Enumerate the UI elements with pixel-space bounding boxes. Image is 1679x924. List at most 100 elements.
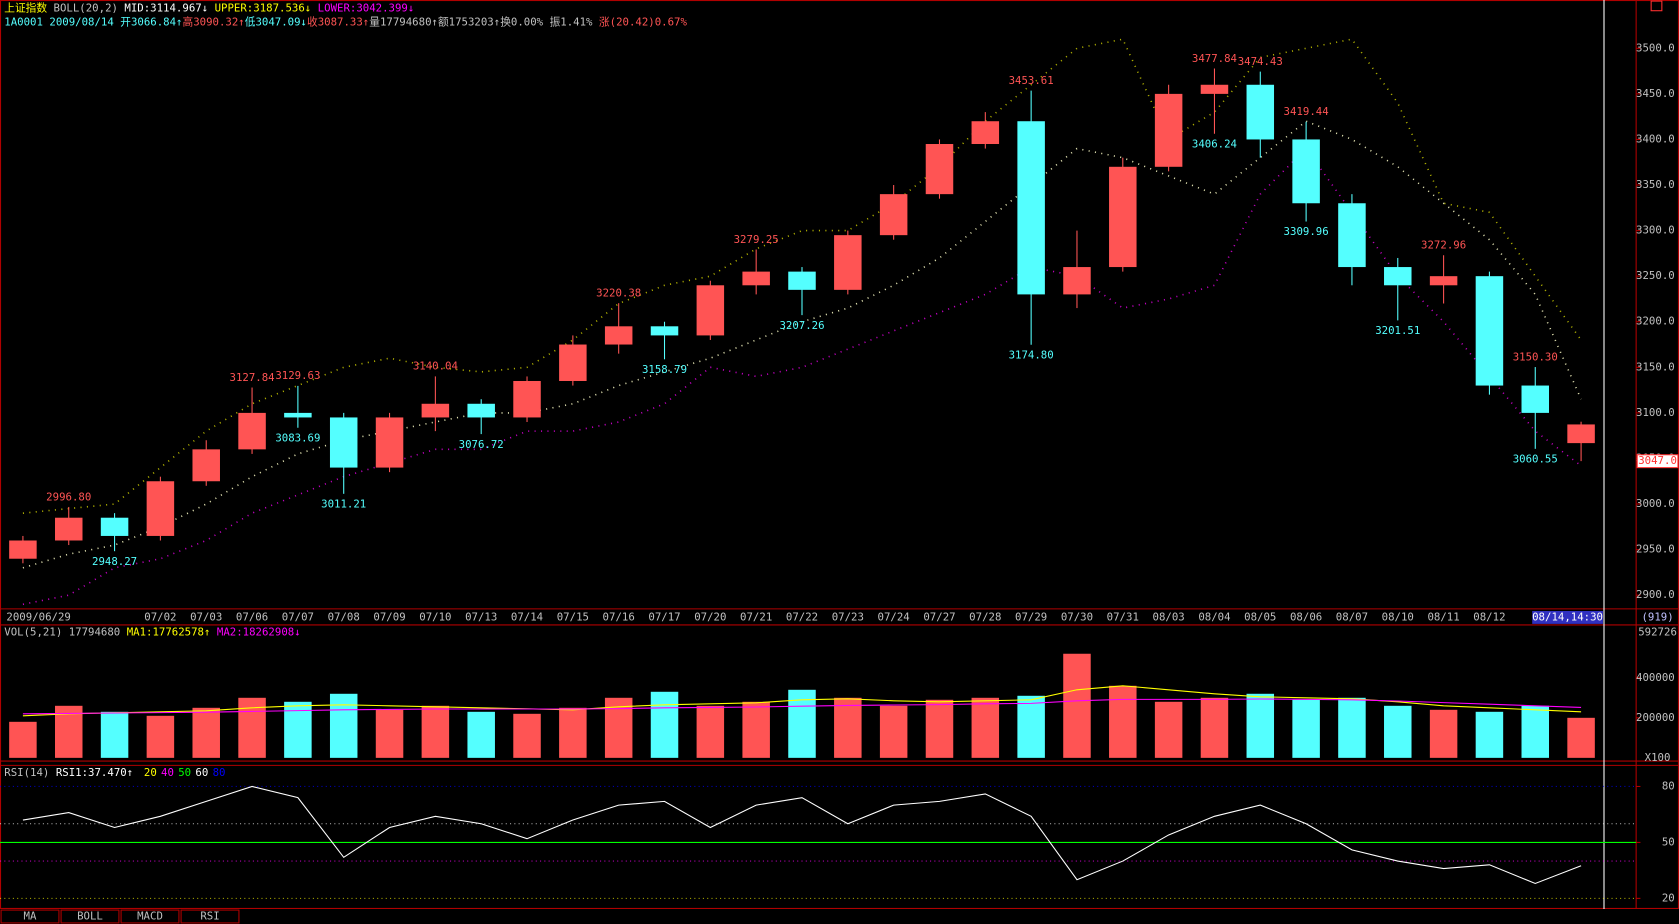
cursor-label: 08/14,14:30 <box>1532 610 1603 623</box>
candle-body <box>100 517 129 536</box>
volume-bar <box>834 697 862 758</box>
volume-bar <box>146 715 175 758</box>
x-tick-label: 07/09 <box>373 610 405 623</box>
x-tick-label: 07/03 <box>190 610 222 623</box>
volume-bar <box>1338 697 1366 758</box>
volume-bar <box>1292 699 1320 758</box>
x-tick-label: 07/07 <box>282 610 314 623</box>
volume-bar <box>1200 697 1229 758</box>
header-row: 上证指数 BOLL(20,2) MID:3114.967↓ UPPER:3187… <box>4 2 414 15</box>
candle-body <box>329 417 358 468</box>
candle-body <box>1246 84 1275 140</box>
volume-bar <box>788 689 816 758</box>
x-tick-label: 07/02 <box>144 610 176 623</box>
x-tick-label: 08/07 <box>1336 610 1368 623</box>
candle-body <box>146 481 175 536</box>
price-annotation: 3083.69 <box>275 431 320 444</box>
volume-bar <box>9 721 37 758</box>
y-tick-label: 50 <box>1662 835 1675 848</box>
header-item: BOLL(20,2) <box>47 2 124 15</box>
candle-body <box>9 540 37 559</box>
price-annotation: 3201.51 <box>1375 324 1420 337</box>
volume-bar <box>513 713 541 758</box>
price-annotation: 3453.61 <box>1009 74 1054 87</box>
volume-bar <box>375 709 404 758</box>
y-tick-label: 2900.0 <box>1636 588 1675 601</box>
volume-bar <box>1567 717 1595 758</box>
candle-body <box>925 144 954 195</box>
candle-body <box>1338 203 1366 268</box>
volume-bar <box>925 699 954 758</box>
x-tick-label: 08/11 <box>1427 610 1459 623</box>
volume-bar <box>238 697 266 758</box>
header-item: 涨(20.42)0.67% <box>599 16 688 29</box>
volume-bar <box>1063 653 1091 758</box>
price-annotation: 3129.63 <box>275 369 320 382</box>
price-annotation: 3474.43 <box>1238 55 1283 68</box>
header-item: 1A0001 2009/08/14 <box>4 16 120 29</box>
volume-bar <box>1429 709 1458 758</box>
count-label: (919) <box>1641 610 1673 623</box>
header-item: 振1.41% <box>550 16 599 29</box>
tab-label[interactable]: RSI <box>200 909 219 922</box>
volume-bar <box>421 705 450 758</box>
candle-body <box>1384 267 1412 286</box>
header-item: 收3087.33↑ <box>307 16 369 29</box>
tab[interactable] <box>180 909 240 924</box>
y-tick-label: 3250.0 <box>1636 269 1675 282</box>
volume-bar <box>559 707 587 758</box>
y-tick-label: 3150.0 <box>1636 360 1675 373</box>
x-tick-label: 07/28 <box>969 610 1001 623</box>
x-tick-label: 08/05 <box>1244 610 1276 623</box>
tab[interactable] <box>0 909 60 924</box>
y-tick-label: 200000 <box>1636 711 1675 724</box>
y-tick-label: 3000.0 <box>1636 497 1675 510</box>
x-tick-label: 07/23 <box>832 610 864 623</box>
candle-body <box>1200 84 1229 94</box>
price-annotation: 3220.38 <box>596 287 641 300</box>
candle-body <box>1429 276 1458 286</box>
x-tick-label: 07/17 <box>648 610 680 623</box>
volume-bar <box>1475 711 1504 758</box>
y-tick-label: 2950.0 <box>1636 543 1675 556</box>
y-tick-label: 3500.0 <box>1636 41 1675 54</box>
candle-body <box>1475 276 1504 386</box>
x-tick-label: 07/20 <box>694 610 726 623</box>
volume-bar <box>879 705 908 758</box>
volume-bar <box>329 693 358 758</box>
price-annotation: 3158.79 <box>642 363 687 376</box>
volume-bar <box>650 691 679 758</box>
candle-body <box>1063 267 1091 295</box>
tab[interactable] <box>120 909 180 924</box>
rsi-level: 50 <box>178 766 191 779</box>
candle-body <box>604 326 633 345</box>
header-row: VOL(5,21) 17794680 MA1:17762578↑ MA2:182… <box>4 625 300 638</box>
candle-body <box>788 271 816 290</box>
y-tick-label: 3300.0 <box>1636 224 1675 237</box>
x-tick-label: 07/15 <box>557 610 589 623</box>
candle-body <box>513 380 541 418</box>
candle-body <box>650 326 679 336</box>
tab-label[interactable]: MACD <box>137 909 163 922</box>
candle-body <box>696 285 725 336</box>
header-item: RSI1:37.470↑ <box>56 766 140 779</box>
price-annotation: 3174.80 <box>1009 348 1054 361</box>
candle-body <box>1521 385 1550 413</box>
x-tick-label: 07/08 <box>328 610 360 623</box>
candle-body <box>834 235 862 290</box>
candle-body <box>375 417 404 468</box>
price-annotation: 3406.24 <box>1192 137 1237 150</box>
tab[interactable] <box>60 909 120 924</box>
candle-body <box>238 412 266 450</box>
tab-label[interactable]: BOLL <box>77 909 103 922</box>
x-tick-label: 07/22 <box>786 610 818 623</box>
tab-label[interactable]: MA <box>24 909 37 922</box>
x-tick-label: 07/16 <box>603 610 635 623</box>
price-annotation: 3419.44 <box>1284 105 1329 118</box>
x-tick-label: 07/14 <box>511 610 543 623</box>
price-annotation: 3150.30 <box>1513 350 1558 363</box>
side-label: 592726 <box>1638 625 1677 638</box>
